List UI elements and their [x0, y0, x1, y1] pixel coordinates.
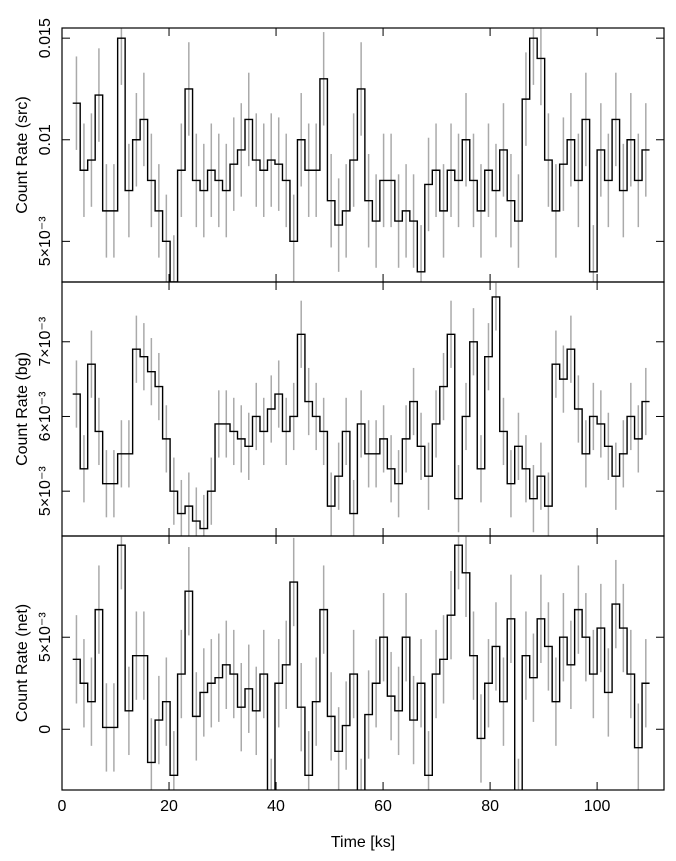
x-tick-label: 20 [160, 798, 178, 815]
x-tick-label: 100 [584, 798, 611, 815]
light-curve [72, 37, 650, 282]
plot-frame [61, 535, 665, 791]
panel [72, 536, 650, 790]
plot-frame [61, 27, 665, 283]
panel [72, 282, 650, 536]
y-tick-label: 5×10⁻³ [37, 466, 54, 516]
light-curve [72, 296, 650, 530]
light-curve [72, 544, 650, 790]
y-tick-label: 7×10⁻³ [37, 316, 54, 366]
x-tick-label: 0 [58, 798, 67, 815]
y-tick-label: 5×10⁻³ [37, 612, 54, 662]
y-tick-label: 0 [37, 725, 54, 734]
y-tick-label: 0.01 [37, 124, 54, 155]
y-tick-label: 0.015 [37, 18, 54, 58]
y-axis-label: Count Rate (net) [14, 604, 31, 722]
x-tick-label: 40 [267, 798, 285, 815]
x-axis-label: Time [ks] [331, 834, 395, 851]
x-tick-label: 60 [374, 798, 392, 815]
y-tick-label: 5×10⁻³ [37, 216, 54, 266]
plot-frame [61, 281, 665, 537]
x-tick-label: 80 [481, 798, 499, 815]
panel [72, 28, 650, 282]
y-axis-label: Count Rate (src) [14, 96, 31, 213]
y-axis-label: Count Rate (bg) [14, 352, 31, 466]
y-tick-label: 6×10⁻³ [37, 391, 54, 441]
